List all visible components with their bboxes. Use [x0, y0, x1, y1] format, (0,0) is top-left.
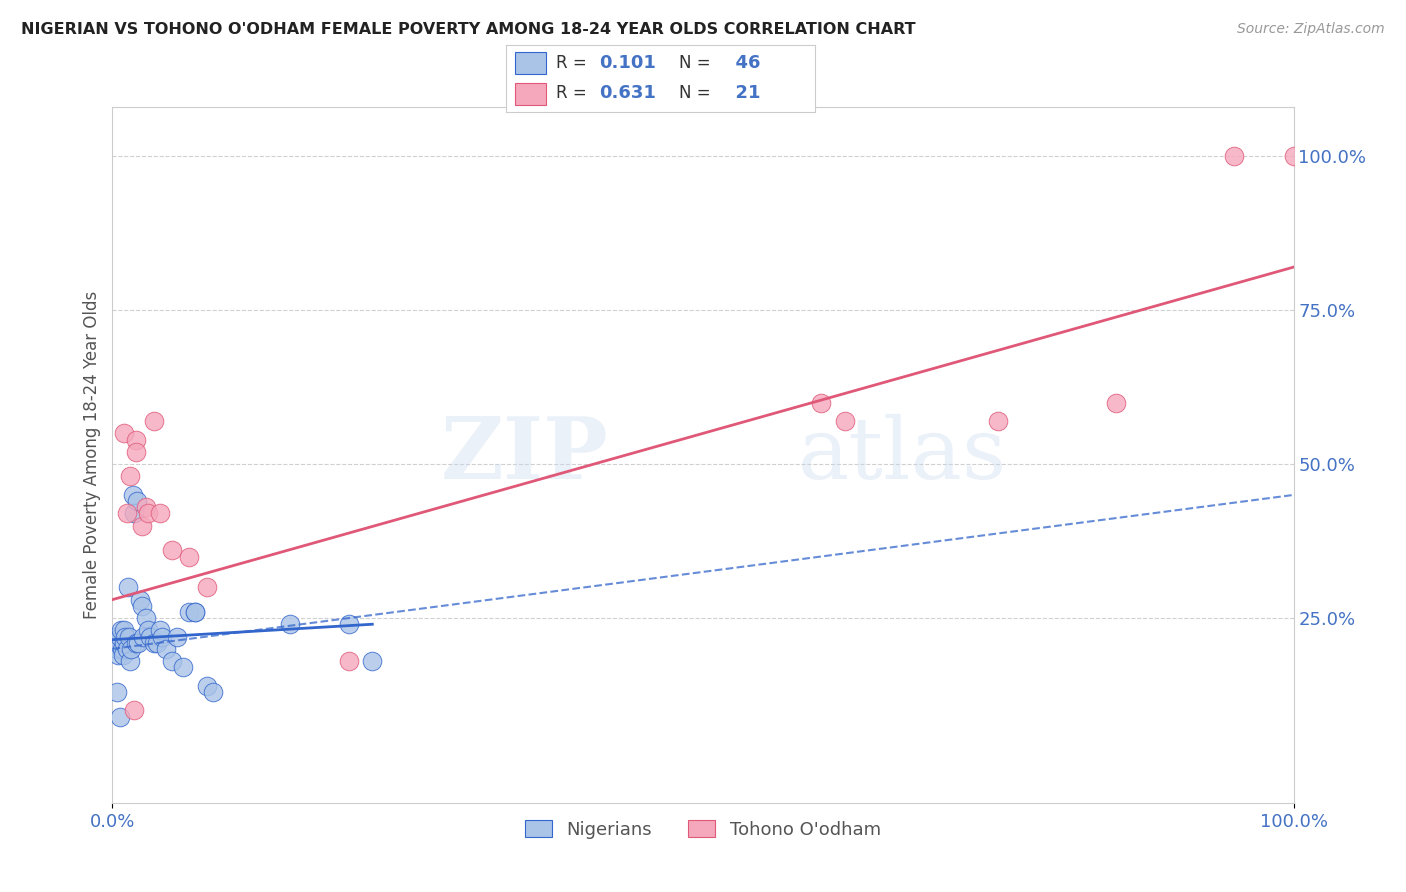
Point: [120, 469, 142, 483]
Point: [361, 654, 384, 668]
Point: [810, 395, 832, 409]
Point: [184, 605, 207, 619]
Point: [278, 617, 301, 632]
Point: [1282, 149, 1305, 163]
Bar: [516, 52, 547, 74]
Point: [117, 580, 139, 594]
Point: [155, 641, 177, 656]
Point: [131, 518, 153, 533]
Point: [149, 624, 172, 638]
Point: [121, 488, 143, 502]
Y-axis label: Female Poverty Among 18-24 Year Olds: Female Poverty Among 18-24 Year Olds: [83, 291, 101, 619]
Text: Source: ZipAtlas.com: Source: ZipAtlas.com: [1237, 22, 1385, 37]
Point: [120, 641, 142, 656]
Point: [105, 641, 128, 656]
Point: [112, 648, 135, 662]
Point: [112, 426, 135, 441]
Text: R =: R =: [555, 85, 592, 103]
Text: 0.101: 0.101: [599, 54, 655, 72]
Text: N =: N =: [679, 85, 716, 103]
Point: [1223, 149, 1246, 163]
Point: [179, 549, 201, 564]
Text: 21: 21: [723, 85, 761, 103]
Point: [105, 685, 128, 699]
Point: [128, 592, 150, 607]
Point: [122, 703, 145, 717]
Point: [201, 685, 224, 699]
Point: [132, 630, 155, 644]
Point: [136, 507, 159, 521]
Point: [125, 433, 148, 447]
Point: [834, 414, 856, 428]
Text: atlas: atlas: [797, 413, 1007, 497]
Point: [160, 543, 183, 558]
Point: [108, 630, 131, 644]
Point: [337, 654, 360, 668]
Point: [105, 630, 128, 644]
Point: [125, 445, 148, 459]
Point: [195, 679, 218, 693]
Point: [142, 636, 165, 650]
Point: [112, 636, 135, 650]
Point: [160, 654, 183, 668]
Point: [125, 636, 148, 650]
Point: [987, 414, 1010, 428]
Point: [1105, 395, 1128, 409]
Point: [107, 648, 129, 662]
Point: [172, 660, 194, 674]
Bar: [516, 83, 547, 104]
Point: [136, 624, 159, 638]
Point: [149, 507, 172, 521]
Point: [127, 494, 149, 508]
Point: [166, 630, 188, 644]
Point: [146, 636, 169, 650]
Point: [115, 641, 138, 656]
Text: 0.631: 0.631: [599, 85, 655, 103]
Point: [114, 630, 136, 644]
Point: [110, 624, 132, 638]
Text: R =: R =: [555, 54, 592, 72]
Point: [337, 617, 360, 632]
Point: [139, 630, 162, 644]
Text: ZIP: ZIP: [440, 413, 609, 497]
Point: [131, 599, 153, 613]
Point: [135, 500, 157, 515]
Point: [104, 636, 127, 650]
Text: N =: N =: [679, 54, 716, 72]
Point: [118, 630, 141, 644]
Point: [184, 605, 207, 619]
Point: [150, 630, 173, 644]
Point: [122, 507, 145, 521]
Text: 46: 46: [723, 54, 761, 72]
Point: [120, 654, 142, 668]
Point: [108, 709, 131, 723]
Point: [179, 605, 201, 619]
Point: [112, 624, 135, 638]
Legend: Nigerians, Tohono O'odham: Nigerians, Tohono O'odham: [517, 813, 889, 846]
Point: [195, 580, 218, 594]
Point: [127, 636, 149, 650]
Text: NIGERIAN VS TOHONO O'ODHAM FEMALE POVERTY AMONG 18-24 YEAR OLDS CORRELATION CHAR: NIGERIAN VS TOHONO O'ODHAM FEMALE POVERT…: [21, 22, 915, 37]
Point: [135, 611, 157, 625]
Point: [142, 414, 165, 428]
Point: [111, 641, 134, 656]
Point: [115, 507, 138, 521]
Point: [107, 636, 129, 650]
